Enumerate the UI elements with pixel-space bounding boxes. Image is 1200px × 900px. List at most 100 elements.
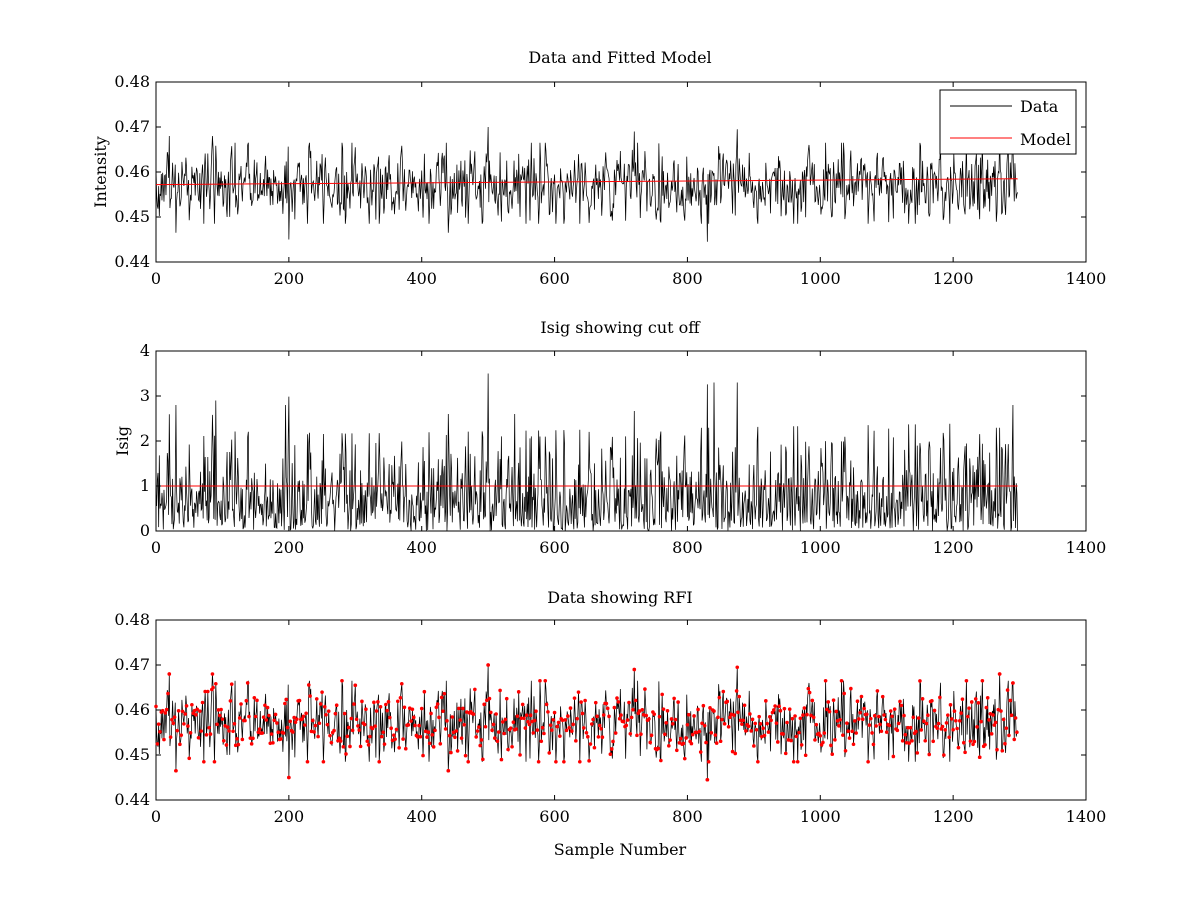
rfi-marker: [334, 703, 339, 708]
rfi-marker: [595, 714, 599, 719]
rfi-marker: [698, 750, 703, 754]
rfi-marker: [971, 742, 975, 747]
rfi-marker: [263, 703, 267, 708]
rfi-marker: [979, 719, 983, 724]
rfi-marker: [380, 734, 384, 739]
rfi-marker: [583, 698, 587, 703]
rfi-marker: [388, 715, 392, 720]
rfi-marker: [752, 744, 756, 748]
rfi-marker: [900, 739, 905, 743]
rfi-marker: [449, 750, 453, 755]
rfi-marker: [659, 758, 663, 763]
rfi-marker: [203, 689, 207, 694]
rfi-marker: [171, 721, 176, 726]
rfi-marker: [571, 722, 575, 727]
rfi-marker: [170, 717, 174, 722]
y-tick-label: 0.47: [114, 655, 150, 674]
rfi-marker: [273, 712, 278, 717]
rfi-marker: [155, 742, 160, 746]
rfi-marker: [814, 722, 819, 727]
rfi-marker: [892, 707, 897, 711]
rfi-marker: [890, 714, 894, 719]
rfi-marker: [765, 721, 769, 726]
rfi-marker: [293, 720, 298, 725]
rfi-marker: [744, 729, 748, 733]
rfi-marker: [206, 689, 210, 694]
rfi-marker: [297, 698, 302, 703]
rfi-marker: [172, 715, 177, 719]
rfi-marker: [690, 732, 695, 737]
rfi-marker: [961, 740, 966, 745]
rfi-marker: [523, 726, 528, 730]
rfi-marker: [179, 733, 184, 737]
y-tick-label: 0.44: [114, 790, 150, 809]
rfi-marker: [349, 716, 354, 721]
rfi-marker: [160, 708, 165, 713]
rfi-marker: [673, 717, 678, 722]
tick-layer: 0 200 400 600 800 1000 1200 1400 0 1 2 3 4: [140, 341, 1107, 557]
x-tick-label: 1200: [933, 807, 974, 826]
rfi-marker: [951, 727, 955, 732]
rfi-marker: [427, 741, 432, 746]
rfi-marker: [389, 726, 393, 731]
rfi-marker: [910, 739, 914, 743]
rfi-marker: [459, 736, 464, 740]
rfi-marker: [753, 721, 757, 726]
rfi-marker: [446, 768, 451, 773]
rfi-marker: [374, 709, 379, 713]
rfi-marker: [224, 743, 229, 747]
rfi-marker: [764, 699, 768, 703]
rfi-marker: [442, 691, 447, 696]
rfi-marker: [454, 729, 459, 733]
rfi-marker: [202, 759, 206, 764]
rfi-marker: [714, 741, 719, 745]
rfi-marker: [686, 712, 691, 717]
x-tick-label: 0: [151, 269, 161, 288]
rfi-marker: [868, 716, 873, 721]
rfi-marker: [365, 739, 370, 744]
rfi-marker: [932, 708, 937, 713]
rfi-marker: [916, 716, 921, 720]
rfi-marker: [164, 707, 169, 712]
rfi-marker: [175, 728, 180, 733]
x-tick-label: 400: [406, 807, 437, 826]
rfi-marker: [730, 749, 735, 754]
rfi-marker: [943, 728, 947, 732]
rfi-marker: [248, 736, 253, 740]
rfi-marker: [397, 745, 401, 750]
rfi-marker: [667, 744, 671, 748]
rfi-marker: [942, 753, 946, 757]
rfi-marker: [204, 733, 209, 737]
rfi-marker: [457, 706, 461, 711]
rfi-marker: [891, 754, 896, 759]
rfi-marker: [960, 697, 965, 701]
rfi-marker: [775, 740, 780, 744]
rfi-marker: [1000, 748, 1005, 753]
rfi-marker: [487, 696, 492, 701]
rfi-marker: [920, 697, 925, 701]
rfi-marker: [236, 742, 241, 747]
rfi-marker: [240, 737, 245, 742]
rfi-marker: [968, 739, 973, 743]
x-tick-label: 1400: [1066, 538, 1107, 557]
rfi-marker: [415, 735, 420, 739]
rfi-marker: [632, 667, 637, 672]
rfi-marker: [995, 747, 999, 752]
rfi-marker: [243, 718, 247, 723]
rfi-marker: [948, 703, 953, 707]
rfi-marker: [261, 715, 266, 719]
rfi-marker: [441, 709, 445, 713]
rfi-marker: [318, 702, 323, 706]
rfi-marker: [936, 721, 941, 726]
rfi-marker: [321, 759, 326, 764]
rfi-marker: [656, 746, 660, 751]
rfi-marker: [183, 712, 188, 716]
rfi-marker: [692, 714, 696, 718]
rfi-marker: [858, 710, 862, 715]
rfi-marker: [431, 745, 436, 749]
rfi-marker: [342, 711, 347, 716]
rfi-marker: [176, 708, 181, 713]
rfi-marker: [633, 698, 638, 703]
rfi-marker: [768, 714, 772, 719]
